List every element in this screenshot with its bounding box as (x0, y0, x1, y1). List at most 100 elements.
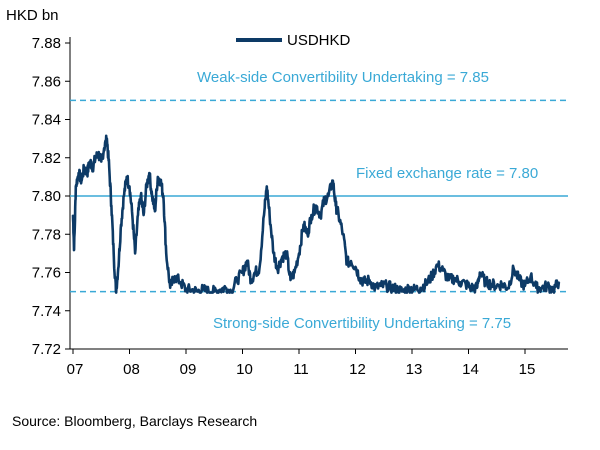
data-point (414, 288, 416, 291)
data-point (363, 281, 365, 283)
data-point (254, 271, 256, 274)
data-point (91, 166, 94, 169)
annotations: Weak-side Convertibility Undertaking = 7… (197, 69, 538, 332)
data-point (117, 267, 119, 270)
data-point (459, 281, 461, 283)
data-point (447, 279, 450, 281)
data-point (108, 166, 110, 169)
data-point (123, 195, 125, 197)
data-point (268, 214, 271, 216)
data-point (258, 267, 261, 270)
x-tick-label: 12 (349, 361, 366, 378)
data-point (179, 281, 182, 283)
data-point (159, 179, 162, 182)
data-point (165, 252, 168, 255)
data-point (219, 288, 221, 291)
data-point (140, 195, 142, 197)
data-point (250, 279, 252, 281)
data-point (374, 287, 377, 289)
data-point (151, 195, 153, 197)
y-tick-label: 7.78 (32, 226, 61, 243)
data-point (202, 288, 204, 291)
data-point (368, 279, 371, 281)
data-point (408, 287, 410, 289)
data-point (380, 285, 382, 287)
data-point (97, 153, 100, 155)
data-point (337, 214, 340, 216)
data-point (156, 176, 159, 178)
y-tick-label: 7.76 (32, 265, 61, 282)
x-tick-label: 13 (406, 361, 423, 378)
data-point (73, 248, 75, 251)
data-point (298, 252, 300, 255)
data-point (354, 265, 357, 268)
data-point (120, 223, 122, 226)
data-point (185, 288, 187, 291)
data-point (323, 199, 326, 201)
data-point (213, 290, 216, 293)
data-point (131, 214, 134, 216)
data-point (196, 290, 199, 293)
data-point (137, 214, 139, 216)
data-point (359, 277, 361, 280)
data-point (512, 267, 515, 270)
legend-label-usdhkd: USDHKD (287, 32, 351, 49)
data-point (173, 275, 176, 278)
data-point (83, 166, 86, 169)
data-point (190, 288, 193, 291)
data-point (342, 233, 344, 236)
data-point (103, 147, 105, 149)
axes: 7.72 7.74 7.76 7.78 7.80 7.82 7.84 7.86 7.88 07 08… (32, 35, 568, 378)
data-point (128, 185, 131, 188)
data-point (224, 287, 227, 289)
data-point (397, 288, 399, 291)
x-tick-label: 14 (462, 361, 479, 378)
data-point (310, 214, 313, 216)
y-tick-label: 7.82 (32, 150, 61, 167)
data-point (86, 172, 88, 174)
data-point (558, 281, 560, 283)
data-point (169, 287, 171, 289)
data-point (154, 210, 156, 213)
data-point (115, 290, 117, 293)
data-point (106, 137, 108, 140)
data-point (315, 204, 317, 207)
data-point (453, 277, 456, 280)
x-tick-label: 09 (180, 361, 197, 378)
data-point (306, 233, 309, 236)
data-point (265, 185, 268, 188)
data-point (246, 260, 248, 262)
x-tick-label: 07 (67, 361, 84, 378)
data-point (479, 271, 481, 274)
data-point (402, 290, 405, 293)
data-point (552, 288, 555, 291)
data-point (346, 262, 348, 264)
data-point (501, 283, 504, 285)
x-tick-label: 08 (123, 361, 140, 378)
data-point (436, 264, 439, 266)
data-point (470, 287, 473, 289)
data-point (125, 176, 128, 178)
data-point (430, 275, 433, 278)
x-tick-label: 15 (519, 361, 536, 378)
data-point (236, 279, 238, 281)
data-point (272, 252, 275, 255)
data-point (207, 290, 210, 293)
y-tick-label: 7.86 (32, 73, 61, 90)
source-note: Source: Bloomberg, Barclays Research (12, 413, 258, 429)
annotation-weak-side: Weak-side Convertibility Undertaking = 7… (197, 69, 489, 86)
data-point (464, 283, 467, 285)
data-point (484, 281, 487, 283)
data-point (148, 172, 151, 174)
data-point (327, 195, 330, 197)
data-point (529, 275, 532, 278)
data-point (75, 185, 77, 188)
data-point (110, 204, 113, 207)
data-point (334, 204, 337, 207)
data-point (162, 195, 165, 197)
data-point (72, 214, 74, 216)
x-tick-label: 11 (293, 361, 309, 378)
data-point (476, 287, 478, 289)
data-point (230, 290, 232, 293)
